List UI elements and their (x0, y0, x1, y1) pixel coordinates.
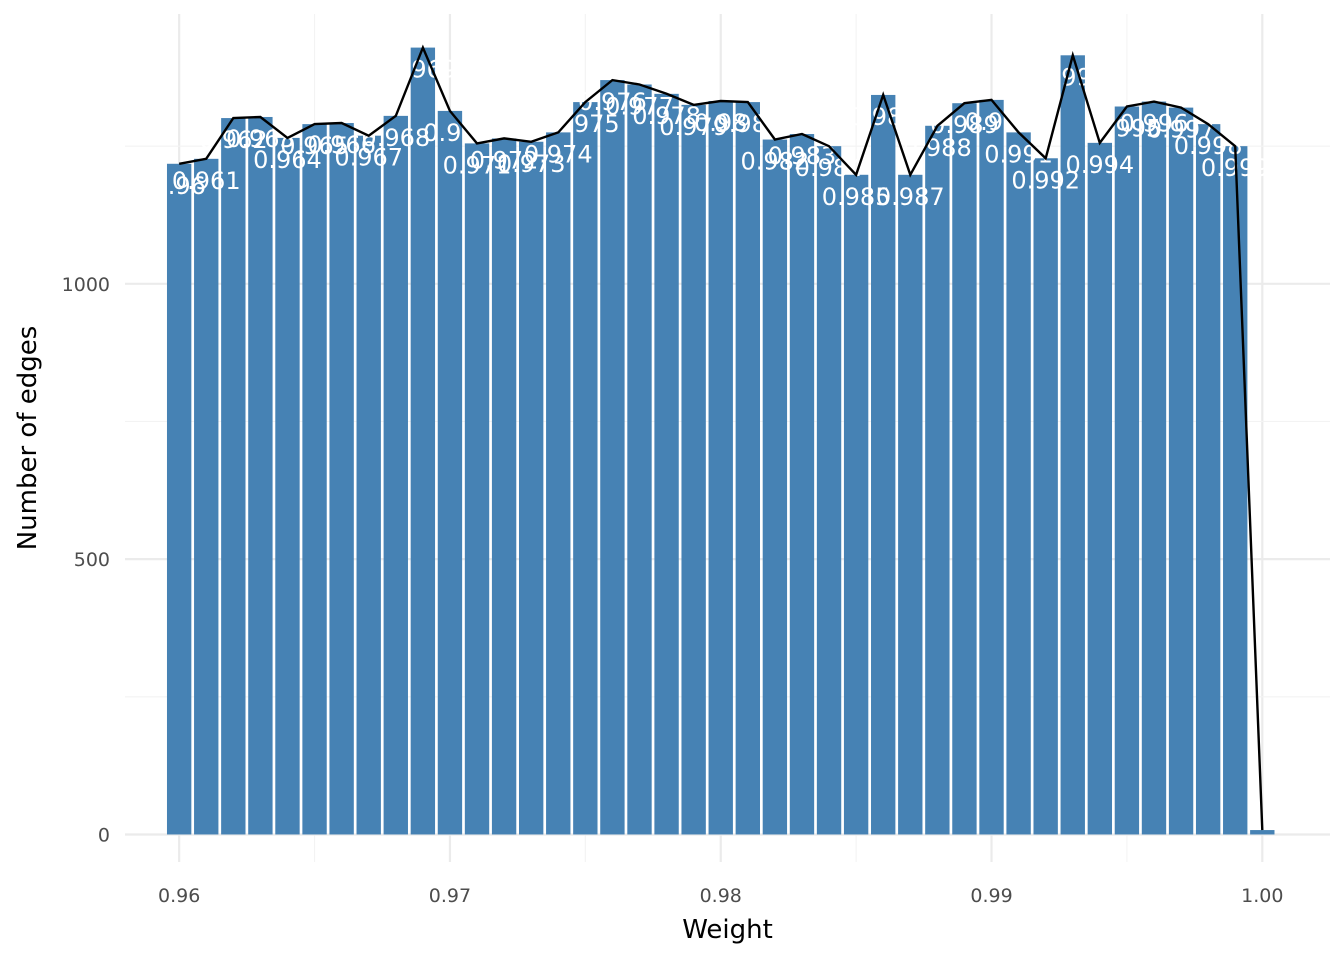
histogram-bar (1060, 55, 1085, 835)
histogram-bar (464, 143, 490, 835)
bar-value-label: 0.966 (307, 131, 376, 159)
histogram-bar (816, 146, 842, 835)
bars (166, 47, 1275, 835)
histogram-bar (952, 103, 977, 835)
bar-value-label: 0.974 (524, 140, 593, 168)
histogram-bar (491, 138, 517, 835)
x-axis-title: Weight (682, 915, 773, 945)
histogram-bar (573, 102, 598, 835)
histogram-bar (1250, 830, 1275, 835)
histogram-bar (194, 158, 219, 835)
histogram-bar (708, 101, 733, 835)
x-tick-label: 0.99 (970, 885, 1012, 907)
bar-value-label: 0.977 (605, 92, 674, 120)
histogram-bar (843, 174, 869, 835)
x-tick-label: 0.96 (158, 885, 200, 907)
histogram-bar (221, 118, 246, 835)
y-tick-label: 1000 (62, 274, 110, 296)
histogram-bar (329, 123, 354, 835)
frequency-line (178, 44, 1264, 831)
histogram-bar (1141, 101, 1167, 835)
bar-value-label: 0.961 (172, 167, 241, 195)
bar-value-label: 0.993 (1038, 63, 1107, 91)
bar-value-label: 0.968 (361, 124, 430, 152)
y-axis-title: Number of edges (13, 326, 43, 551)
bar-value-label: 0.967 (334, 144, 403, 172)
bar-value-label: 0.976 (578, 88, 647, 116)
bar-labels: 0.960.9610.9620.9630.9640.9650.9660.9670… (152, 56, 1269, 211)
histogram-bar (1168, 107, 1194, 835)
bar-value-label: 0.963 (226, 125, 295, 153)
histogram-bar (871, 94, 896, 835)
histogram-bar (275, 137, 300, 835)
bar-value-label: 0.998 (1174, 132, 1243, 160)
bar-value-label: 0.964 (253, 146, 322, 174)
histogram-bar (1033, 158, 1058, 835)
bar-value-label: 0.992 (1011, 166, 1080, 194)
histogram-bar (1087, 142, 1113, 835)
histogram-bar (681, 104, 706, 835)
histogram-bar (762, 139, 788, 835)
bar-value-label: 0.979 (659, 113, 728, 141)
bar-value-label: 0.96 (152, 172, 205, 200)
histogram-bar (898, 174, 923, 835)
histogram-bar (302, 124, 327, 835)
bar-value-label: 0.969 (389, 56, 458, 84)
x-tick-label: 0.98 (700, 885, 742, 907)
histogram-bar (1006, 132, 1031, 835)
histogram-bar (356, 135, 381, 835)
histogram-bar (410, 47, 436, 835)
histogram-bar (627, 84, 652, 835)
bar-value-label: 0.994 (1065, 151, 1134, 179)
bar-value-label: 0.987 (876, 183, 945, 211)
bar-value-label: 0.972 (470, 146, 539, 174)
histogram-bar (383, 115, 408, 835)
bar-value-label: 0.983 (768, 142, 837, 170)
histogram-bar (1223, 146, 1248, 835)
x-tick-label: 1.00 (1241, 885, 1283, 907)
histogram-bar (789, 134, 815, 835)
bar-value-label: 0.984 (795, 154, 864, 182)
bar-value-label: 0.962 (199, 126, 268, 154)
bar-value-label: 0.978 (632, 102, 701, 130)
bar-value-label: 0.986 (849, 103, 918, 131)
histogram-bar (925, 125, 950, 835)
y-tick-label: 0 (98, 824, 110, 846)
histogram-bar (166, 163, 192, 835)
axis-tick-labels: 0.96 0.97 0.98 0.99 1.00 0 500 1000 (62, 274, 1284, 907)
x-tick-label: 0.97 (429, 885, 471, 907)
bar-value-label: 0.985 (822, 183, 891, 211)
histogram-bar (437, 110, 463, 835)
bar-value-label: 0.989 (930, 111, 999, 139)
bar-value-label: 0.98 (694, 109, 747, 137)
histogram-bar (248, 116, 273, 835)
histogram-bar (654, 93, 679, 835)
bar-value-label: 0.971 (443, 151, 512, 179)
bar-value-label: 0.996 (1120, 110, 1189, 138)
bar-value-label: 0.988 (903, 134, 972, 162)
bar-value-label: 0.975 (551, 110, 620, 138)
histogram-bar (546, 132, 571, 835)
histogram-bar (1195, 124, 1221, 835)
histogram-bar (979, 99, 1004, 835)
histogram-bar (1114, 106, 1140, 835)
y-tick-label: 500 (74, 549, 110, 571)
histogram-bar (735, 102, 760, 835)
bar-value-label: 0.973 (497, 150, 566, 178)
bar-value-label: 0.982 (741, 148, 810, 176)
histogram-bar (600, 80, 625, 835)
histogram-bar (518, 141, 544, 835)
